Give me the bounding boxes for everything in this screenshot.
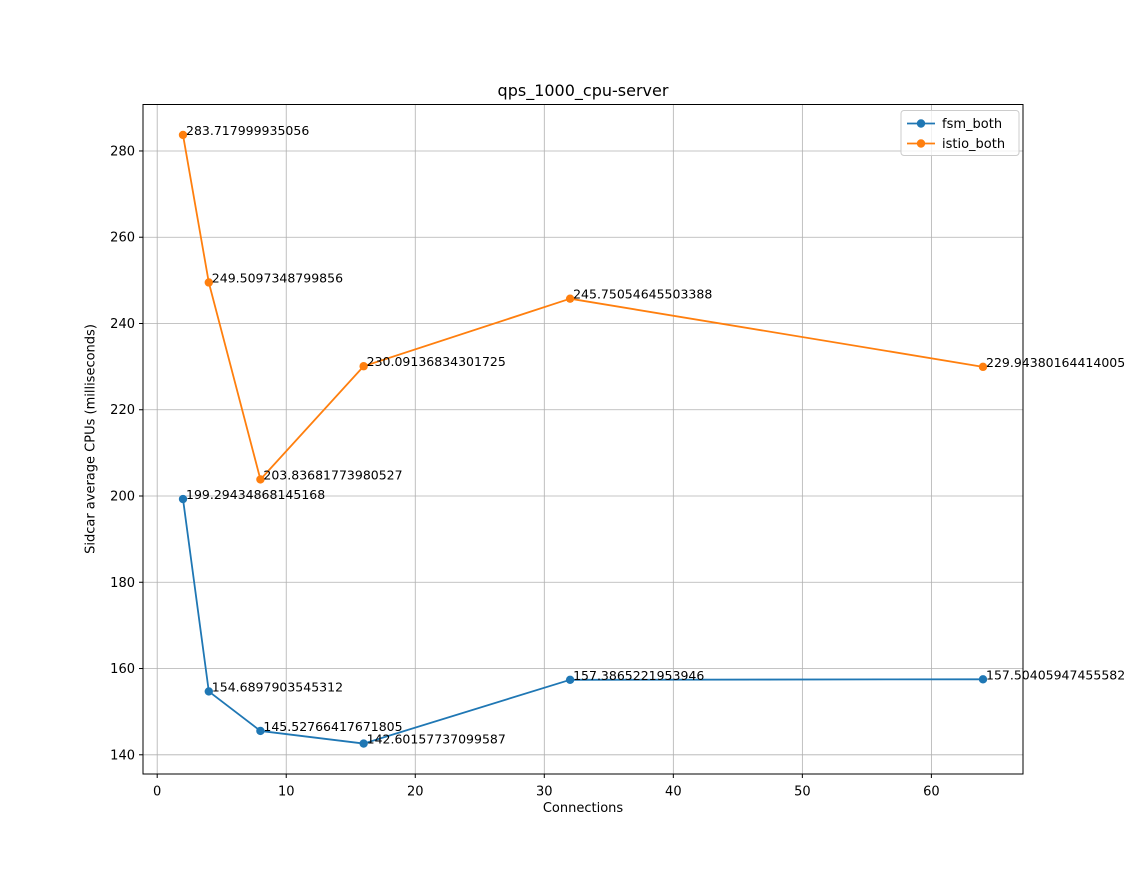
axes-frame (142, 104, 1024, 775)
x-tick-label: 50 (794, 785, 811, 800)
y-tick-label: 220 (110, 403, 135, 418)
data-point-fsm_both (204, 687, 214, 696)
point-label-fsm_both: 157.3865221953946 (573, 668, 704, 683)
point-label-istio_both: 203.83681773980527 (263, 467, 402, 482)
y-tick-label: 280 (110, 144, 135, 159)
data-point-istio_both (978, 362, 988, 372)
data-point-istio_both (178, 130, 188, 140)
y-tick-label: 260 (110, 231, 135, 246)
data-point-fsm_both (178, 494, 188, 504)
point-label-istio_both: 283.717999935056 (186, 123, 309, 138)
data-point-istio_both (204, 278, 214, 287)
legend: fsm_both istio_both (900, 110, 1020, 156)
data-point-fsm_both (978, 675, 988, 684)
legend-marker (916, 119, 926, 128)
point-label-istio_both: 249.5097348799856 (212, 270, 343, 285)
x-axis-label: Connections (542, 801, 624, 816)
data-point-istio_both (565, 294, 575, 303)
point-label-fsm_both: 145.52766417671805 (263, 719, 402, 734)
point-label-istio_both: 245.75054645503388 (573, 287, 712, 302)
chart-title: qps_1000_cpu-server (497, 81, 669, 100)
legend-label-istio_both: istio_both (942, 137, 1005, 152)
point-label-istio_both: 229.94380164414005 (986, 355, 1125, 370)
x-tick-label: 10 (278, 785, 295, 800)
x-tick-label: 40 (665, 785, 682, 800)
x-tick-label: 60 (923, 785, 940, 800)
x-tick-label: 20 (407, 785, 424, 800)
data-point-istio_both (256, 475, 265, 484)
y-tick-label: 160 (110, 662, 135, 677)
data-point-fsm_both (359, 739, 368, 748)
series-line-fsm_both (182, 498, 984, 745)
point-label-fsm_both: 157.50405947455582 (986, 667, 1125, 682)
point-label-fsm_both: 199.29434868145168 (186, 487, 325, 502)
y-tick-label: 240 (110, 317, 135, 332)
legend-label-fsm_both: fsm_both (942, 117, 1002, 132)
point-label-fsm_both: 154.6897903545312 (212, 679, 343, 694)
data-point-istio_both (359, 362, 368, 371)
point-label-fsm_both: 142.60157737099587 (367, 732, 506, 747)
y-tick-label: 200 (110, 490, 135, 505)
y-tick-label: 180 (110, 576, 135, 591)
data-point-fsm_both (565, 675, 575, 685)
y-tick-label: 140 (110, 748, 135, 763)
x-tick-label: 30 (536, 785, 553, 800)
point-label-istio_both: 230.09136834301725 (367, 354, 506, 369)
data-point-fsm_both (256, 726, 265, 736)
legend-marker (916, 139, 926, 148)
series-line-istio_both (182, 134, 984, 481)
x-tick-label: 0 (153, 785, 161, 800)
